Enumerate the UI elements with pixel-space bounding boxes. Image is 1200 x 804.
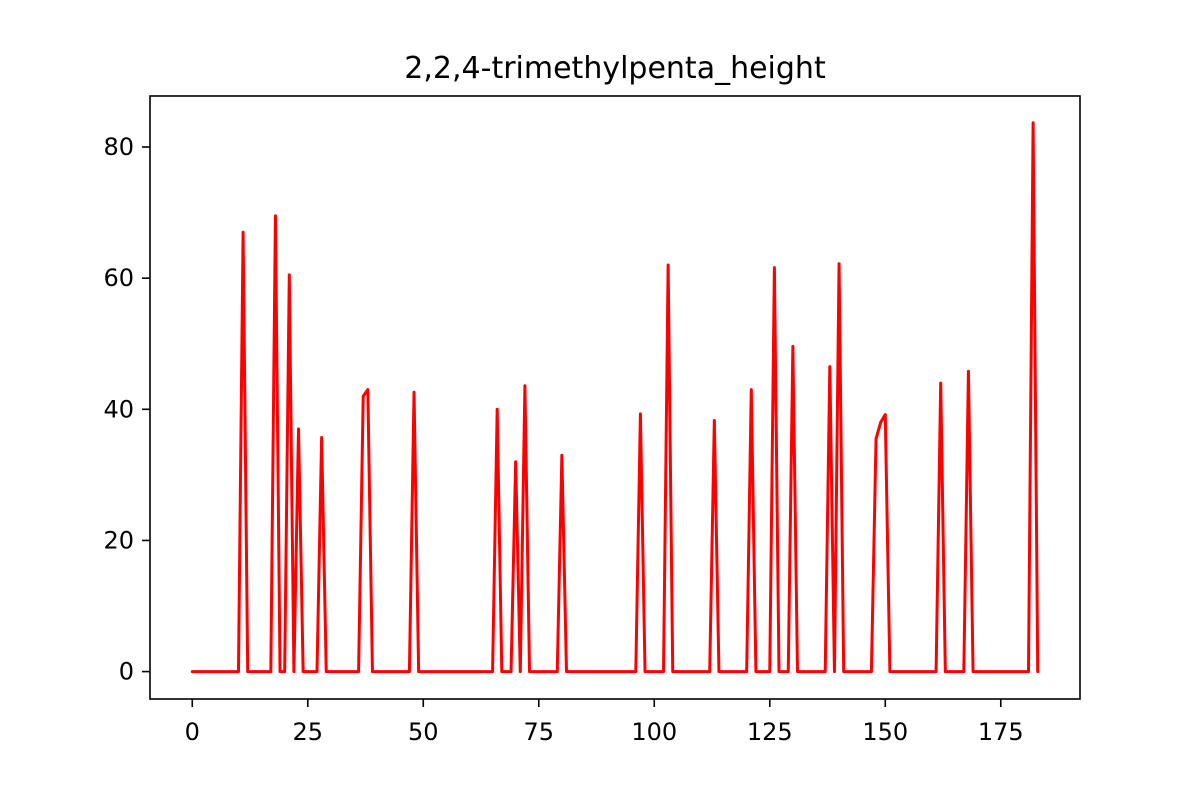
x-tick-label: 175	[978, 718, 1024, 746]
x-tick-label: 50	[408, 718, 439, 746]
chart-title: 2,2,4-trimethylpenta_height	[404, 51, 826, 86]
y-tick-label: 40	[103, 395, 134, 423]
x-tick-label: 125	[747, 718, 793, 746]
x-tick-label: 100	[631, 718, 677, 746]
x-tick-label: 25	[292, 718, 323, 746]
y-tick-label: 0	[119, 658, 134, 686]
plot-area-frame	[149, 95, 1081, 700]
y-axis-ticks: 0 20 40 60 80	[103, 133, 150, 686]
x-tick-label: 150	[862, 718, 908, 746]
x-axis-ticks: 0 25 50 75 100 125 150 175	[185, 699, 1024, 746]
series-line	[190, 121, 1040, 674]
x-tick-label: 75	[523, 718, 554, 746]
y-tick-label: 80	[103, 133, 134, 161]
y-tick-label: 20	[103, 526, 134, 554]
x-tick-label: 0	[185, 718, 200, 746]
y-tick-label: 60	[103, 264, 134, 292]
